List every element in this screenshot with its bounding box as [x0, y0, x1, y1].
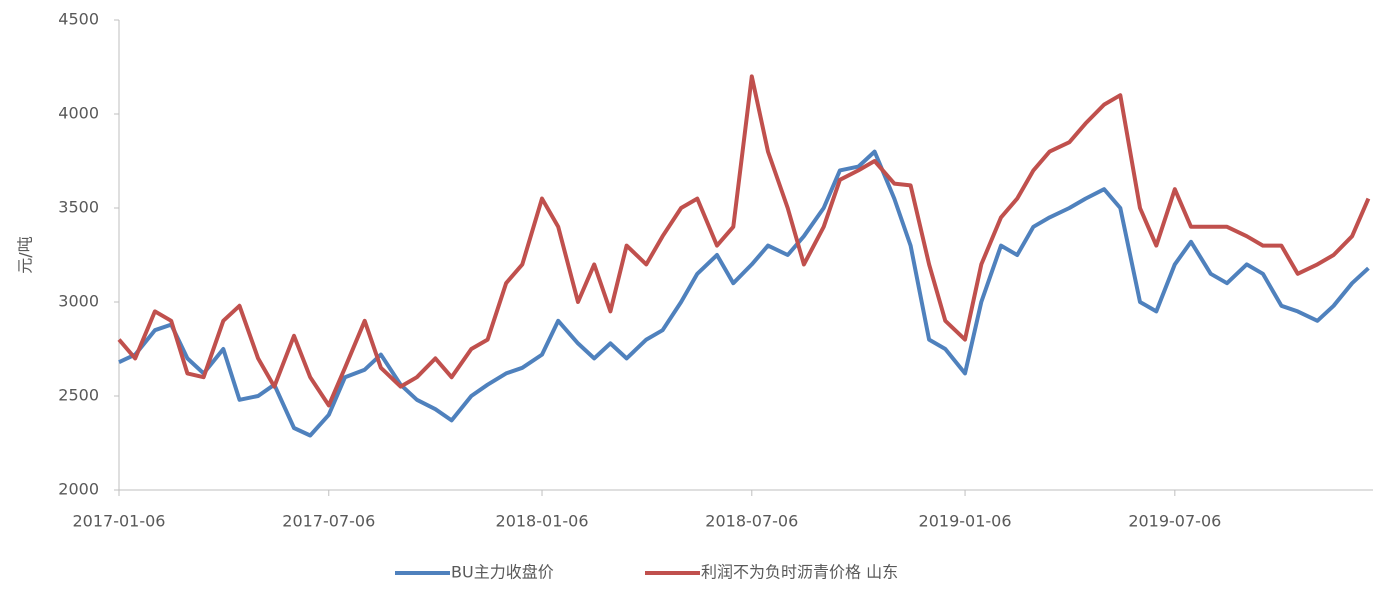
x-tick-label: 2017-01-06: [73, 512, 166, 531]
series-line: [118, 149, 1370, 438]
y-tick-label: 2500: [58, 386, 99, 405]
y-tick-label: 3500: [58, 198, 99, 217]
y-tick-label: 4000: [58, 104, 99, 123]
y-tick-label: 3000: [58, 292, 99, 311]
y-tick-label: 4500: [58, 10, 99, 29]
legend-label: 利润不为负时沥青价格 山东: [701, 563, 898, 582]
y-tick-label: 2000: [58, 480, 99, 499]
x-tick-label: 2019-01-06: [919, 512, 1012, 531]
x-tick-label: 2018-07-06: [705, 512, 798, 531]
x-tick-label: 2018-01-06: [496, 512, 589, 531]
y-axis-label: 元/吨: [16, 236, 35, 273]
legend-label: BU主力收盘价: [451, 563, 554, 582]
x-tick-label: 2019-07-06: [1128, 512, 1221, 531]
x-tick-label: 2017-07-06: [282, 512, 375, 531]
series-line: [117, 74, 1371, 408]
